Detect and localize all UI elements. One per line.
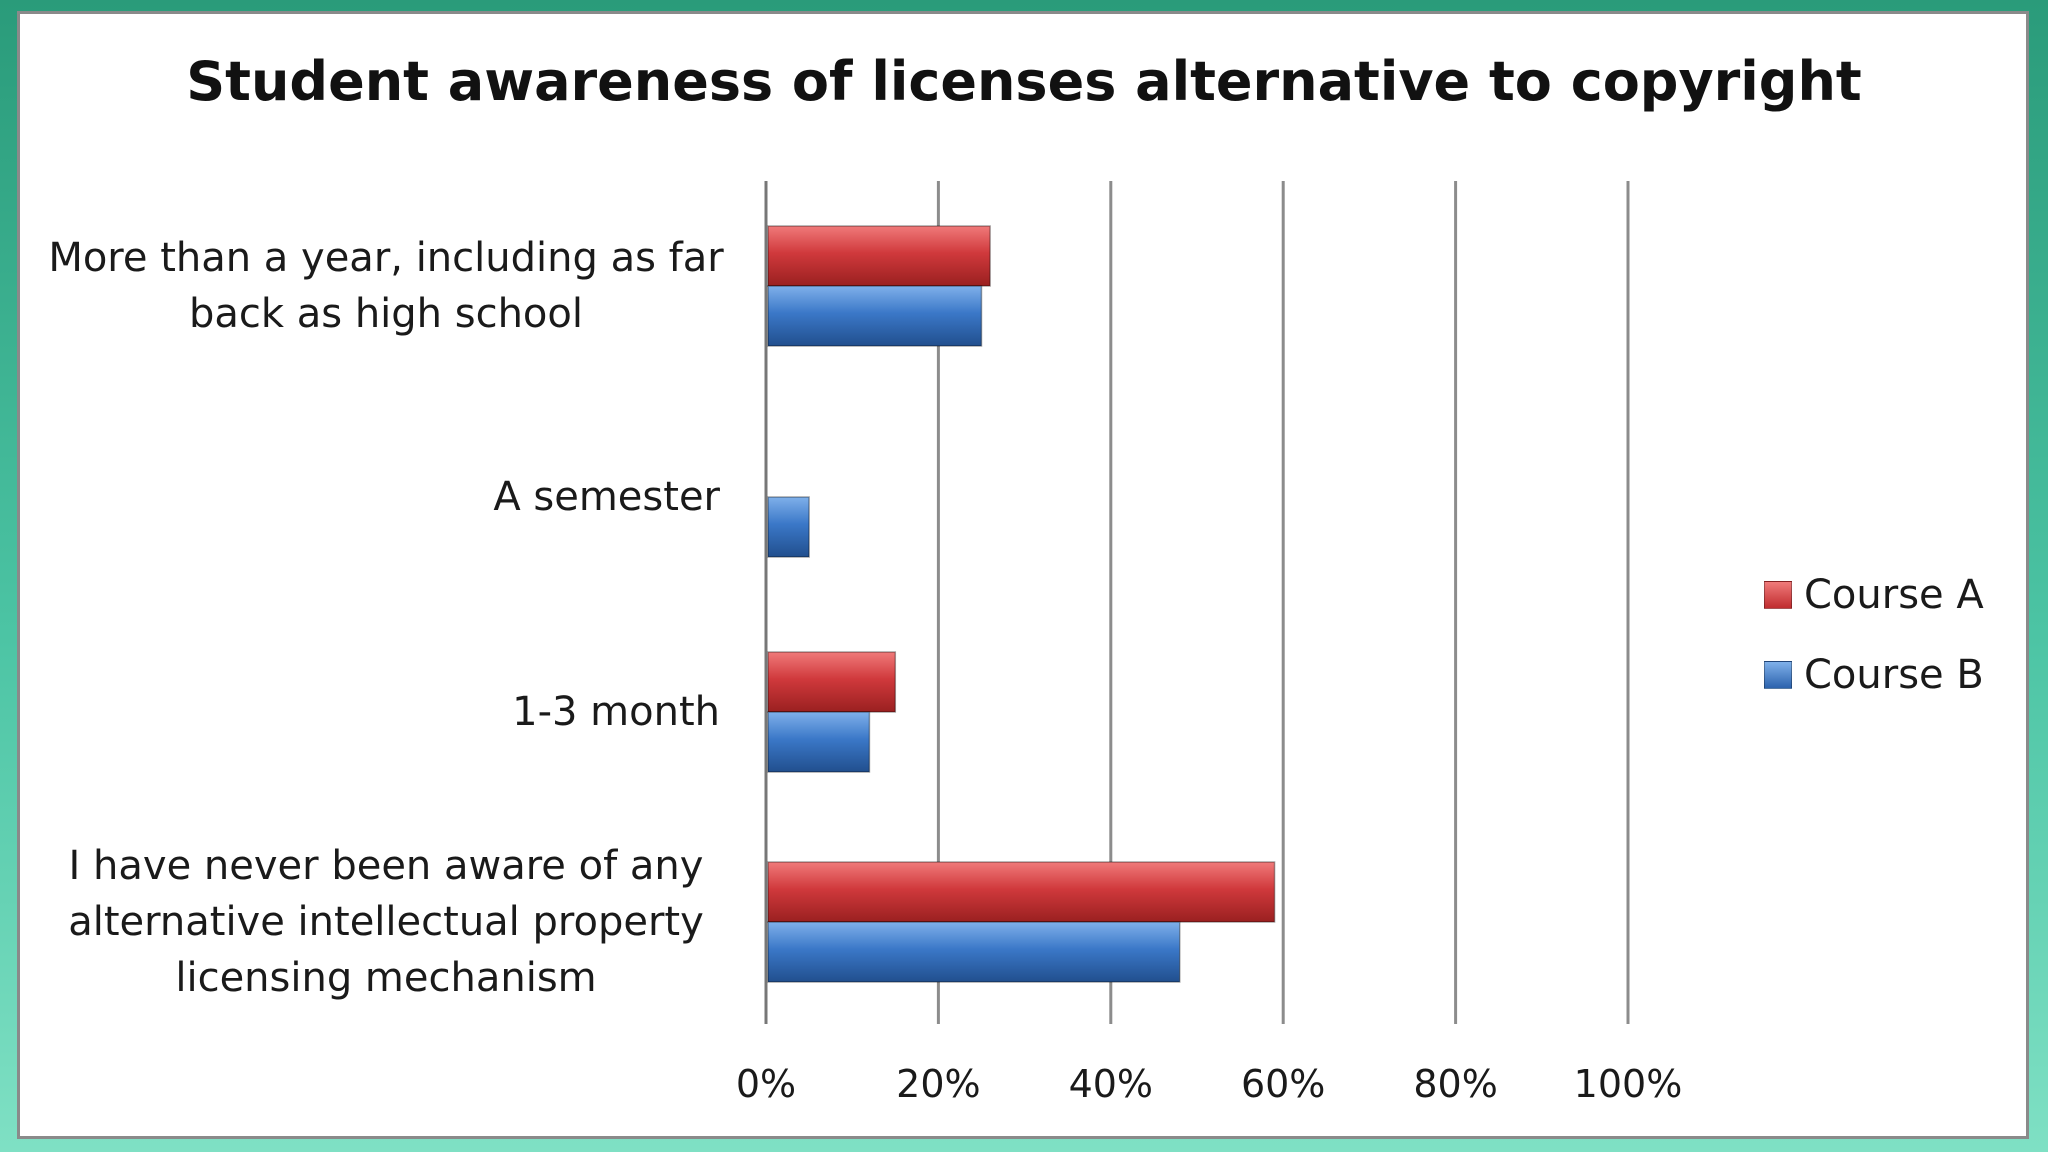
legend-label-course-a: Course A xyxy=(1804,572,1984,618)
x-tick-label: 20% xyxy=(896,1062,980,1106)
bar-course-b xyxy=(767,921,1181,983)
category-label: More than a year, including as far back a… xyxy=(16,230,756,342)
bar-course-a xyxy=(767,861,1276,923)
bar-course-b xyxy=(767,711,871,773)
category-label-line: More than a year, including as far xyxy=(48,235,724,281)
legend-label-course-b: Course B xyxy=(1804,652,1984,698)
category-label: I have never been aware of any alternativ… xyxy=(16,838,756,1006)
x-tick-label: 80% xyxy=(1413,1062,1497,1106)
x-tick-label: 60% xyxy=(1241,1062,1325,1106)
category-label-line: 1-3 month xyxy=(512,689,720,735)
bar-course-a xyxy=(767,225,991,287)
bar-course-b xyxy=(767,285,983,347)
category-label-line: I have never been aware of any xyxy=(68,843,704,889)
legend-item-course-a: Course A xyxy=(1764,570,1984,620)
legend-swatch-course-b xyxy=(1764,661,1792,689)
category-label: A semester xyxy=(0,469,720,525)
chart-title: Student awareness of licenses alternativ… xyxy=(186,50,1862,113)
legend-swatch-course-a xyxy=(1764,581,1792,609)
legend-item-course-b: Course B xyxy=(1764,650,1984,700)
category-label-line: alternative intellectual property xyxy=(68,899,704,945)
category-label-line: A semester xyxy=(493,474,720,520)
category-label-line: back as high school xyxy=(188,291,583,337)
x-tick-label: 100% xyxy=(1574,1062,1683,1106)
category-label: 1-3 month xyxy=(0,684,720,740)
x-tick-label: 0% xyxy=(736,1062,796,1106)
bar-course-b xyxy=(767,496,810,558)
category-label-line: licensing mechanism xyxy=(175,955,597,1001)
x-tick-label: 40% xyxy=(1069,1062,1153,1106)
bar-course-a xyxy=(767,651,897,713)
